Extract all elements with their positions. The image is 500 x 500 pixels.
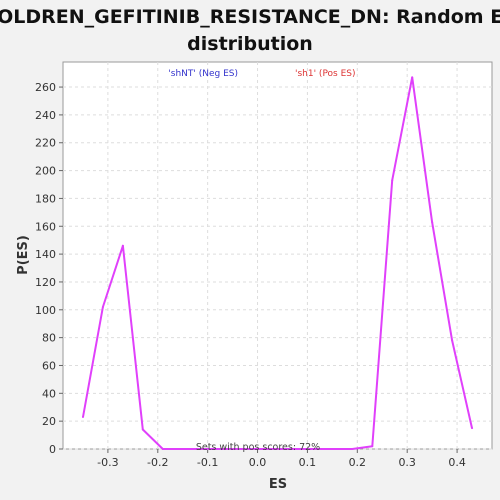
y-axis-label: P(ES) [16, 235, 31, 275]
plot-area [62, 61, 493, 450]
data-point [201, 448, 204, 450]
data-point [221, 448, 224, 450]
axis-ticks: -0.3 -0.2 -0.1 0.0 0.1 0.2 0.3 0.4 0 20 40 60 80 100 1… [35, 81, 466, 469]
y-tick-label: 180 [35, 192, 56, 205]
data-point [121, 244, 124, 247]
data-point [261, 448, 264, 450]
y-tick-label: 140 [35, 248, 56, 261]
x-axis-label: ES [269, 477, 287, 492]
y-tick-label: 0 [49, 443, 56, 456]
data-point [451, 339, 454, 342]
legend-pos-label: 'sh1' (Pos ES) [295, 69, 356, 79]
data-point [391, 179, 394, 182]
y-tick-label: 40 [42, 387, 56, 400]
data-point [341, 448, 344, 450]
series-layer [81, 76, 474, 450]
data-point [281, 448, 284, 450]
data-point [471, 427, 474, 430]
chart-title-line1: COLDREN_GEFITINIB_RESISTANCE_DN: Random … [0, 6, 500, 28]
data-point [161, 448, 164, 450]
y-tick-label: 60 [42, 359, 56, 372]
sets-pos-annotation: Sets with pos scores: 72% [196, 442, 320, 453]
x-tick-label: 0.1 [299, 456, 317, 469]
data-point [431, 221, 434, 224]
x-tick-label: 0.4 [448, 456, 466, 469]
x-tick-label: -0.3 [97, 456, 118, 469]
data-point [101, 306, 104, 309]
x-tick-label: -0.2 [147, 456, 168, 469]
y-tick-label: 260 [35, 81, 56, 94]
x-tick-label: 0.0 [249, 456, 267, 469]
y-tick-label: 200 [35, 165, 56, 178]
chart-title-line2: distribution [187, 33, 313, 55]
data-point [81, 415, 84, 418]
y-tick-label: 20 [42, 415, 56, 428]
data-point [301, 448, 304, 450]
x-tick-label: 0.3 [398, 456, 416, 469]
y-tick-label: 100 [35, 304, 56, 317]
y-tick-label: 220 [35, 137, 56, 150]
data-point [241, 448, 244, 450]
data-point [141, 428, 144, 431]
data-point [371, 445, 374, 448]
legend-neg-label: 'shNT' (Neg ES) [168, 69, 238, 79]
x-tick-label: 0.2 [349, 456, 367, 469]
y-tick-label: 80 [42, 332, 56, 345]
data-point [351, 448, 354, 450]
data-point [321, 448, 324, 450]
y-tick-label: 160 [35, 220, 56, 233]
data-point [411, 76, 414, 79]
grid [63, 62, 492, 450]
data-point [181, 448, 184, 450]
x-tick-label: -0.1 [197, 456, 218, 469]
y-tick-label: 120 [35, 276, 56, 289]
y-tick-label: 240 [35, 109, 56, 122]
